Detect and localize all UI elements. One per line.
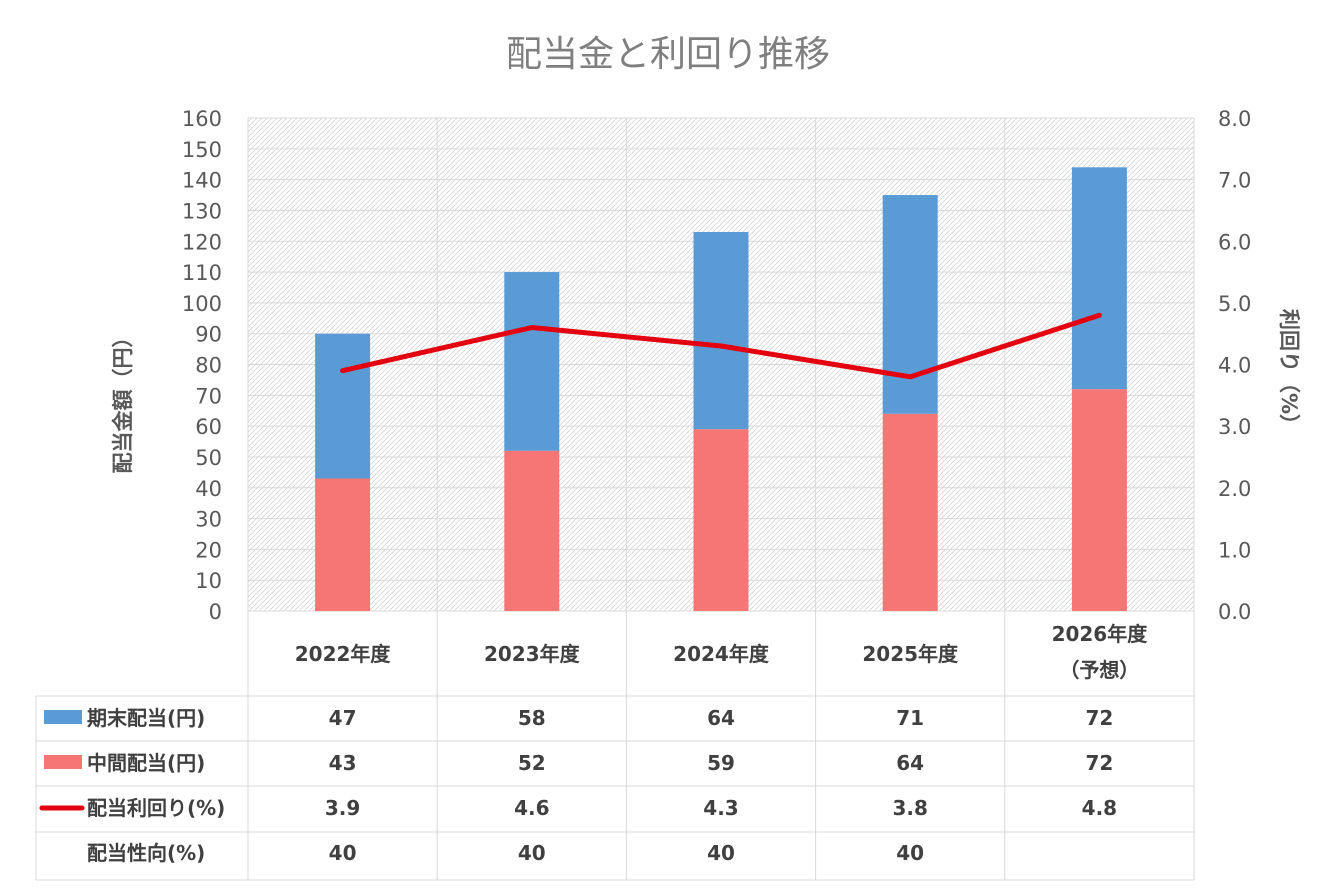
category-label: 2026年度 xyxy=(1052,622,1149,646)
table-row-label: 期末配当(円) xyxy=(87,706,205,730)
y-tick-label: 110 xyxy=(182,261,222,285)
table-cell: 3.9 xyxy=(325,796,360,820)
table-cell: 4.6 xyxy=(514,796,549,820)
y2-axis-label: 利回り（%） xyxy=(1277,309,1301,435)
y2-tick-label: 7.0 xyxy=(1218,169,1251,193)
y2-tick-label: 4.0 xyxy=(1218,354,1251,378)
table-row-label: 配当利回り(%) xyxy=(87,796,225,820)
table-cell: 64 xyxy=(707,706,735,730)
y-tick-label: 40 xyxy=(195,477,222,501)
table-cell: 3.8 xyxy=(892,796,927,820)
table-row-label: 配当性向(%) xyxy=(87,841,205,865)
y-tick-label: 50 xyxy=(195,446,222,470)
y-tick-label: 70 xyxy=(195,384,222,408)
y2-tick-label: 1.0 xyxy=(1218,538,1251,562)
table-cell: 71 xyxy=(896,706,924,730)
right-axis-ticks: 0.0 1.0 2.0 3.0 4.0 5.0 6.0 7.0 8.0 xyxy=(1218,107,1251,624)
table-cell: 47 xyxy=(329,706,357,730)
bar-year-end-dividend xyxy=(1071,167,1127,390)
table-cell: 40 xyxy=(518,841,546,865)
table-cell: 4.3 xyxy=(703,796,738,820)
y-tick-label: 60 xyxy=(195,415,222,439)
chart-title: 配当金と利回り推移 xyxy=(506,34,830,75)
y2-tick-label: 6.0 xyxy=(1218,230,1251,254)
table-cell: 64 xyxy=(896,751,924,775)
y2-tick-label: 0.0 xyxy=(1218,600,1251,624)
bar-interim-dividend xyxy=(1071,389,1127,611)
category-label: 2023年度 xyxy=(484,642,581,666)
bar-year-end-dividend xyxy=(504,272,560,451)
y-tick-label: 120 xyxy=(182,230,222,254)
y-tick-label: 20 xyxy=(195,538,222,562)
legend-swatch xyxy=(44,710,82,724)
category-sublabel: （予想） xyxy=(1059,658,1139,682)
bar-year-end-dividend xyxy=(693,232,749,430)
y-tick-label: 90 xyxy=(195,323,222,347)
y-tick-label: 100 xyxy=(182,292,222,316)
table-cell: 40 xyxy=(329,841,357,865)
category-label: 2022年度 xyxy=(295,642,392,666)
left-axis-ticks: 0 10 20 30 40 50 60 70 80 90 100 110 120 130 140 150 160 xyxy=(182,107,222,624)
category-label: 2024年度 xyxy=(673,642,770,666)
bar-year-end-dividend xyxy=(315,333,371,479)
y-axis-label: 配当金額（円） xyxy=(111,327,135,474)
y2-tick-label: 2.0 xyxy=(1218,477,1251,501)
yield-line xyxy=(340,312,1102,380)
table-cell: 40 xyxy=(896,841,924,865)
yield-line-path xyxy=(340,312,1102,380)
y-tick-label: 130 xyxy=(182,199,222,223)
y2-tick-label: 5.0 xyxy=(1218,292,1251,316)
y2-tick-label: 8.0 xyxy=(1218,107,1251,131)
bar-interim-dividend xyxy=(315,478,371,611)
data-table: 2022年度 2023年度 2024年度 2025年度 2026年度 （予想） 期末配当(円… xyxy=(35,118,1194,881)
y-tick-label: 80 xyxy=(195,354,222,378)
y-tick-label: 150 xyxy=(182,138,222,162)
bar-interim-dividend xyxy=(882,413,938,611)
bars xyxy=(315,167,1127,611)
table-cell: 40 xyxy=(707,841,735,865)
y-tick-label: 140 xyxy=(182,169,222,193)
bar-year-end-dividend xyxy=(882,195,938,414)
table-cell: 72 xyxy=(1085,706,1113,730)
bar-interim-dividend xyxy=(504,450,560,611)
table-cell: 58 xyxy=(518,706,546,730)
table-row-label: 中間配当(円) xyxy=(87,751,205,775)
table-cell: 72 xyxy=(1085,751,1113,775)
category-label: 2025年度 xyxy=(862,642,959,666)
y-tick-label: 160 xyxy=(182,107,222,131)
y-tick-label: 0 xyxy=(209,600,222,624)
y2-tick-label: 3.0 xyxy=(1218,415,1251,439)
bar-interim-dividend xyxy=(693,429,749,611)
table-cell: 59 xyxy=(707,751,735,775)
table-cell: 52 xyxy=(518,751,546,775)
table-cell: 4.8 xyxy=(1082,796,1117,820)
table-cell: 43 xyxy=(329,751,357,775)
y-tick-label: 10 xyxy=(195,569,222,593)
y-tick-label: 30 xyxy=(195,508,222,532)
legend-swatch xyxy=(44,755,82,769)
